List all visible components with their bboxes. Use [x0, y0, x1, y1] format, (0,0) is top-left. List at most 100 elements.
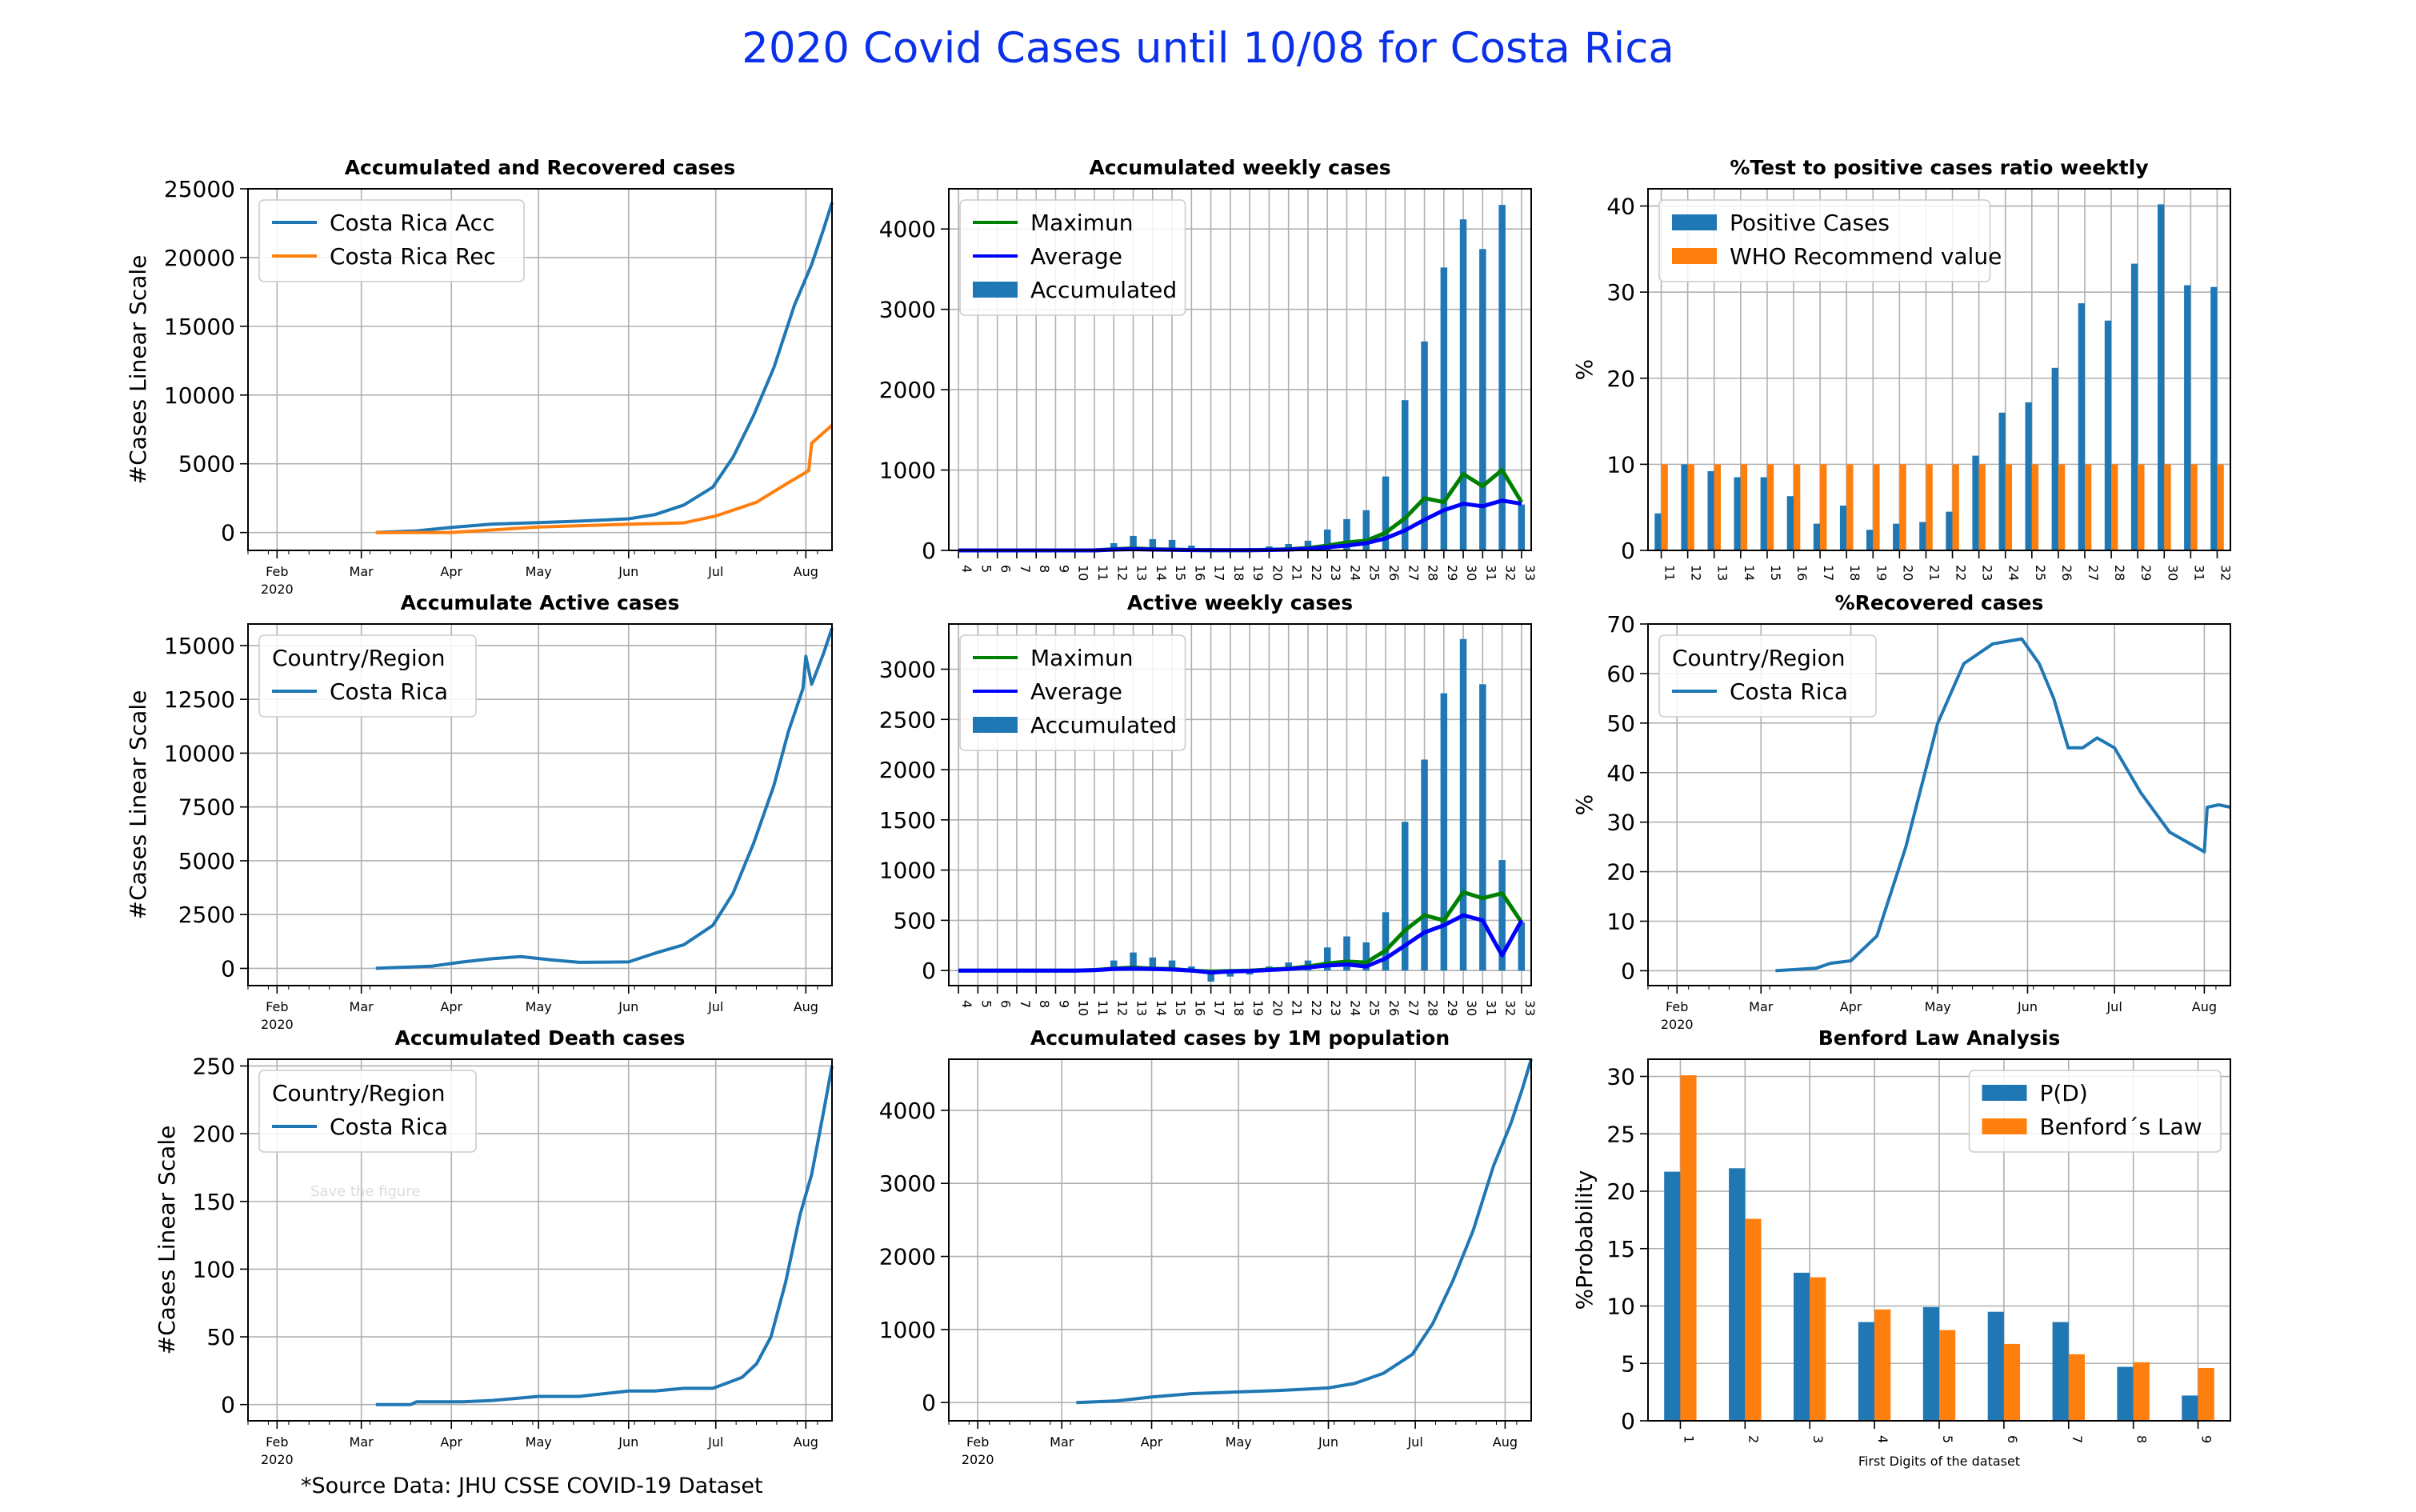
x-tick-label: Jun	[618, 564, 638, 579]
bar-accumulated	[1188, 546, 1195, 550]
x-tick-label: Feb	[1666, 999, 1688, 1014]
bar-p-d-	[1664, 1171, 1681, 1421]
x-tick-label: 13	[1134, 1000, 1150, 1016]
x-tick-label: 25	[1367, 565, 1382, 581]
legend-box	[1658, 634, 1877, 718]
bar-benford-s-law	[2133, 1362, 2150, 1421]
x-tick-label: 14	[1742, 565, 1757, 581]
x-tick-label: 22	[1309, 565, 1324, 581]
bar-who-recommend-value	[1687, 464, 1694, 550]
bar-positive-cases	[1707, 471, 1714, 550]
x-tick-label: 21	[1290, 565, 1305, 581]
y-tick-label: 150	[193, 1189, 235, 1215]
x-tick-label: Apr	[440, 999, 462, 1014]
legend: Country/Region Costa Rica	[258, 634, 477, 718]
panel-benford: Benford Law Analysis051015202530%Probabi…	[1571, 1026, 2231, 1469]
legend-label: Costa Rica	[330, 1114, 448, 1140]
bar-benford-s-law	[1810, 1277, 1826, 1421]
x-tick-label: Aug	[2192, 999, 2217, 1014]
bar-positive-cases	[1893, 523, 1900, 550]
y-tick-label: 5000	[178, 451, 235, 478]
x-tick-label: 20	[1900, 565, 1915, 581]
legend-title: Country/Region	[272, 645, 446, 671]
bar-positive-cases	[1654, 513, 1662, 550]
x-tick-label: 9	[1056, 565, 1071, 573]
y-tick-label: 50	[1606, 710, 1635, 737]
x-tick-label: 12	[1114, 1000, 1130, 1016]
bar-positive-cases	[1734, 477, 1741, 550]
y-tick-label: 0	[922, 1390, 936, 1416]
x-tick-label-year: 2020	[261, 1017, 294, 1032]
legend-label: Maximun	[1030, 645, 1133, 671]
legend-swatch	[1982, 1085, 2027, 1101]
y-tick-label: 30	[1606, 1064, 1635, 1090]
axes-frame	[247, 1058, 833, 1422]
y-tick-label: 30	[1606, 810, 1635, 836]
bar-accumulated	[1149, 957, 1157, 971]
panel-title: Active weekly cases	[1127, 591, 1353, 614]
y-tick-label: 10	[1606, 909, 1635, 935]
x-tick-label: Jul	[707, 1434, 723, 1450]
x-tick-label: 4	[959, 1000, 974, 1008]
bar-accumulated	[1402, 822, 1409, 971]
bar-accumulated	[1421, 759, 1428, 971]
bar-accumulated	[1362, 510, 1370, 550]
x-tick-label: Feb	[266, 999, 288, 1014]
legend: Positive Cases WHO Recommend value	[1658, 199, 2002, 282]
legend-box	[258, 634, 477, 718]
x-tick-label: 6	[998, 565, 1014, 573]
x-tick-label: 12	[1114, 565, 1130, 581]
x-tick-label: 26	[1386, 565, 1402, 581]
bar-who-recommend-value	[1873, 464, 1880, 550]
bar-accumulated	[1324, 529, 1331, 550]
x-tick-label: 29	[2138, 565, 2154, 581]
bar-who-recommend-value	[1766, 464, 1774, 550]
bar-accumulated	[1421, 341, 1428, 550]
series-line-costa-rica-rec	[375, 424, 834, 534]
legend-label: Average	[1030, 678, 1122, 705]
axes-frame	[247, 188, 833, 551]
x-tick-label: Jul	[2106, 999, 2122, 1014]
x-tick-label: 7	[2070, 1435, 2085, 1443]
y-tick-label: 20000	[164, 245, 235, 271]
panel-title: %Recovered cases	[1835, 591, 2044, 614]
bar-p-d-	[1794, 1272, 1810, 1421]
y-tick-label: 20	[1606, 366, 1635, 392]
bar-who-recommend-value	[2058, 464, 2066, 550]
bar-positive-cases	[2104, 320, 2112, 550]
x-tick-label: 4	[959, 565, 974, 573]
x-tick-label: May	[526, 1434, 552, 1450]
panel-test_ratio: %Test to positive cases ratio weektly 0 10…	[1571, 156, 2233, 581]
x-tick-label: 20	[1270, 1000, 1285, 1016]
bar-positive-cases	[1946, 511, 1953, 550]
x-tick-label: Mar	[350, 564, 374, 579]
y-tick-label: 0	[221, 955, 235, 982]
figure-title: 2020 Covid Cases until 10/08 for Costa R…	[742, 24, 1674, 73]
x-tick-label: 21	[1290, 1000, 1305, 1016]
bar-accumulated	[1440, 267, 1448, 550]
bar-accumulated	[1188, 966, 1195, 971]
panel-acc_weekly: Accumulated weekly cases 0 1000 2000 3000 400…	[879, 156, 1538, 581]
x-tick-label: 30	[2165, 565, 2180, 581]
legend-title: Country/Region	[1672, 645, 1846, 671]
x-tick-label-year: 2020	[1661, 1017, 1694, 1032]
y-tick-label: 10000	[164, 382, 235, 409]
bar-accumulated	[1207, 970, 1214, 982]
x-tick-label: 12	[1689, 565, 1704, 581]
x-tick-label: 26	[2059, 565, 2074, 581]
x-tick-label: 8	[2134, 1435, 2150, 1443]
x-tick-label: 26	[1386, 1000, 1402, 1016]
bar-accumulated	[1343, 518, 1350, 550]
bar-who-recommend-value	[1714, 464, 1721, 550]
bar-accumulated	[1304, 540, 1312, 550]
legend-label: Benford´s Law	[2040, 1114, 2202, 1140]
bar-accumulated	[1498, 205, 1506, 550]
bar-accumulated	[1479, 684, 1486, 971]
bar-accumulated	[1518, 504, 1526, 550]
bar-p-d-	[1987, 1311, 2004, 1421]
series-line-costa-rica	[1775, 637, 2231, 973]
x-tick-label: 9	[1056, 1000, 1071, 1008]
x-tick-label: 27	[2086, 565, 2101, 581]
x-tick-label: 18	[1231, 1000, 1246, 1016]
source-note: *Source Data: JHU CSSE COVID-19 Dataset	[301, 1474, 763, 1498]
